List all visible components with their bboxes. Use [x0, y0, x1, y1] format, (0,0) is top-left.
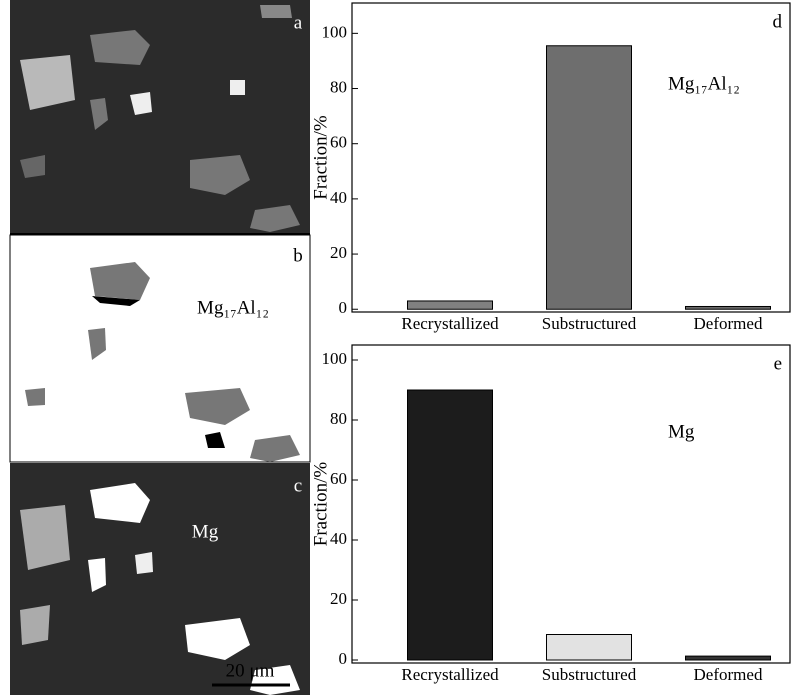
phase-label: Mg₁₇Al₁₂ — [197, 297, 269, 318]
grain — [230, 80, 245, 95]
panel-label: d — [773, 11, 783, 32]
x-tick-label: Deformed — [694, 665, 763, 684]
scale-bar-label: 20 μm — [226, 660, 275, 681]
x-tick-label: Substructured — [542, 665, 637, 684]
y-tick-label: 100 — [322, 22, 348, 41]
x-tick-label: Substructured — [542, 314, 637, 333]
y-tick-label: 60 — [330, 133, 347, 152]
panel-label: c — [294, 475, 302, 496]
bar — [408, 301, 493, 309]
phase-label: Mg — [192, 521, 219, 542]
micrograph-background — [10, 235, 310, 462]
bar — [686, 306, 771, 309]
y-tick-label: 20 — [330, 589, 347, 608]
y-tick-label: 20 — [330, 243, 347, 262]
phase-label: Mg₁₇Al₁₂ — [668, 73, 740, 94]
micrograph-a: a — [10, 0, 310, 233]
y-tick-label: 40 — [330, 188, 347, 207]
x-tick-label: Deformed — [694, 314, 763, 333]
y-tick-label: 80 — [330, 409, 347, 428]
figure: a b Mg₁₇Al₁₂ c Mg 20 μm Recrystallized Su… — [0, 0, 799, 695]
y-tick-label: 100 — [322, 349, 348, 368]
x-tick-label: Recrystallized — [401, 314, 499, 333]
x-tick-label: Recrystallized — [401, 665, 499, 684]
bar — [547, 635, 632, 661]
grain — [20, 605, 50, 645]
panel-label: a — [294, 12, 303, 33]
y-tick-label: 0 — [339, 649, 348, 668]
micrograph-c: c Mg 20 μm — [10, 463, 310, 695]
phase-label: Mg — [668, 421, 695, 442]
y-axis-label: Fraction/% — [310, 115, 331, 200]
micrograph-background — [10, 0, 310, 233]
panel-label: e — [774, 353, 782, 374]
bar — [547, 46, 632, 309]
y-tick-label: 60 — [330, 469, 347, 488]
grain — [25, 388, 45, 406]
grain — [135, 552, 153, 574]
bar — [686, 656, 771, 660]
micrograph-b: b Mg₁₇Al₁₂ — [10, 235, 310, 462]
panel-label: b — [293, 245, 303, 266]
grain — [20, 505, 70, 570]
y-tick-label: 80 — [330, 77, 347, 96]
y-tick-label: 40 — [330, 529, 347, 548]
y-tick-label: 0 — [339, 298, 348, 317]
y-axis-label: Fraction/% — [310, 462, 331, 547]
grain — [260, 5, 292, 18]
bar — [408, 390, 493, 660]
